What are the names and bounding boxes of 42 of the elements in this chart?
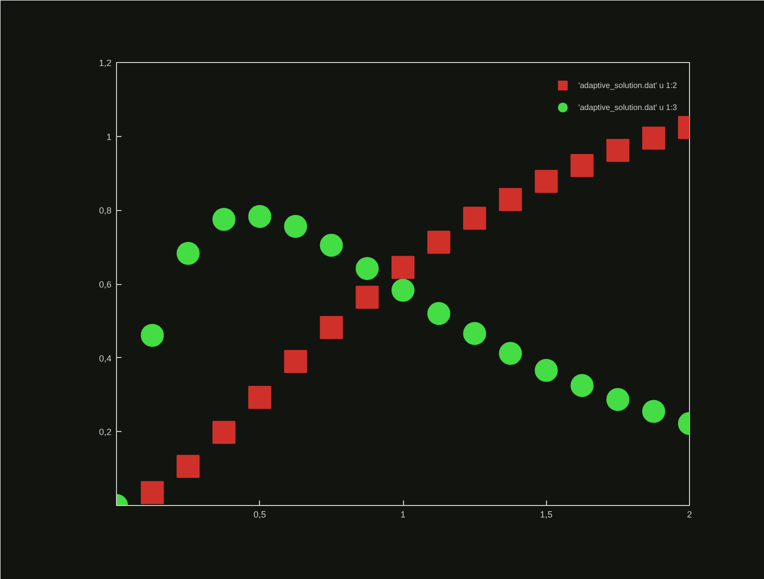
point <box>498 342 522 365</box>
point <box>356 257 379 280</box>
x-tick-label: 2 <box>686 510 692 520</box>
point <box>176 454 200 478</box>
point <box>642 400 666 423</box>
point <box>427 230 450 254</box>
point <box>392 256 414 279</box>
x-tick-label: 0,5 <box>253 510 266 520</box>
point <box>606 138 630 162</box>
point <box>248 204 272 228</box>
point <box>463 322 486 345</box>
point <box>570 374 594 397</box>
legend-label: 'adaptive_solution.dat' u 1:2 <box>578 80 677 90</box>
point <box>642 126 666 150</box>
point <box>212 420 236 444</box>
point <box>498 188 522 211</box>
point <box>320 316 343 340</box>
y-tick-label: 0,4 <box>98 353 112 364</box>
x-tick-label: 1 <box>400 510 406 520</box>
y-tick-label: 1,2 <box>98 58 112 68</box>
point <box>176 242 200 265</box>
y-tick-label: 0,8 <box>98 206 112 216</box>
y-tick-label: 1 <box>106 132 112 142</box>
point <box>284 350 308 374</box>
point <box>140 324 164 347</box>
point <box>463 206 486 230</box>
point <box>140 481 164 504</box>
point <box>570 154 594 177</box>
y-tick-label: 0,2 <box>98 427 112 438</box>
point <box>606 388 630 412</box>
point <box>320 234 343 257</box>
point <box>392 278 414 302</box>
point <box>427 302 450 326</box>
point <box>284 214 308 238</box>
point <box>534 358 558 382</box>
point <box>356 286 379 309</box>
point <box>212 208 236 231</box>
legend-label: 'adaptive_solution.dat' u 1:3 <box>578 102 677 112</box>
point <box>248 386 272 409</box>
x-tick-label: 1,5 <box>540 510 553 520</box>
point <box>534 170 558 193</box>
y-tick-label: 0,6 <box>98 280 112 290</box>
